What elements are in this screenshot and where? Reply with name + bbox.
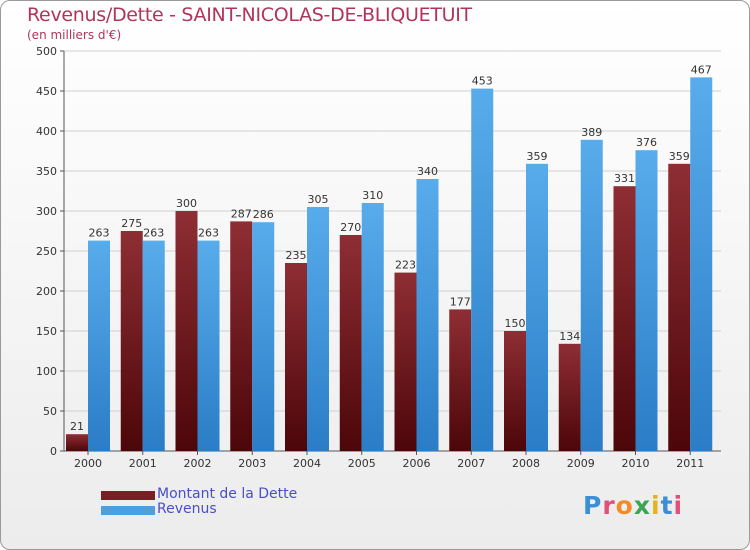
bar-revenus xyxy=(197,240,220,451)
y-tick-label: 0 xyxy=(50,445,57,458)
bar-dette xyxy=(558,343,581,451)
data-label: 359 xyxy=(527,150,548,163)
grid-lines xyxy=(64,50,721,412)
chart-title: Revenus/Dette - SAINT-NICOLAS-DE-BLIQUET… xyxy=(27,4,472,26)
x-tick-label: 2005 xyxy=(348,457,376,470)
logo-letter: i xyxy=(673,491,684,520)
bar-dette xyxy=(175,211,198,451)
data-label: 331 xyxy=(614,172,635,185)
bar-dette xyxy=(394,272,417,451)
data-label: 263 xyxy=(198,227,219,240)
y-tick-label: 150 xyxy=(36,325,57,338)
legend-swatch-revenus xyxy=(101,506,155,515)
y-tick-label: 250 xyxy=(36,245,57,258)
x-tick-label: 2010 xyxy=(622,457,650,470)
logo-letter: x xyxy=(633,491,651,520)
logo-letter: P xyxy=(583,491,603,520)
logo-letter: r xyxy=(602,491,616,520)
bar-dette xyxy=(613,186,636,451)
y-tick-label: 300 xyxy=(36,205,57,218)
bar-dette xyxy=(668,163,691,452)
legend-swatch-dette xyxy=(101,491,155,500)
x-tick-label: 2000 xyxy=(74,457,102,470)
y-tick-label: 100 xyxy=(36,365,57,378)
x-tick-label: 2004 xyxy=(293,457,321,470)
logo-letter: o xyxy=(615,491,634,520)
bar-revenus xyxy=(416,179,439,451)
bar-revenus xyxy=(361,203,384,451)
data-label: 223 xyxy=(395,259,416,272)
x-tick-label: 2001 xyxy=(129,457,157,470)
logo-letter: t xyxy=(660,491,674,520)
y-tick-label: 50 xyxy=(43,405,57,418)
data-label: 305 xyxy=(308,193,329,206)
bar-revenus xyxy=(252,222,275,451)
data-label: 389 xyxy=(581,126,602,139)
bar-dette xyxy=(230,221,253,451)
legend-label-dette: Montant de la Dette xyxy=(157,486,298,502)
bar-revenus xyxy=(471,88,494,451)
x-tick-label: 2003 xyxy=(238,457,266,470)
y-tick-label: 350 xyxy=(36,165,57,178)
bar-revenus xyxy=(580,139,603,452)
data-label: 275 xyxy=(121,217,142,230)
data-label: 286 xyxy=(253,208,274,221)
data-label: 263 xyxy=(143,227,164,240)
bar-revenus xyxy=(635,150,658,451)
x-tick-label: 2002 xyxy=(184,457,212,470)
data-label: 359 xyxy=(669,150,690,163)
data-label: 150 xyxy=(505,317,526,330)
bar-dette xyxy=(504,331,526,451)
proxiti-logo: Proxiti xyxy=(583,491,683,520)
data-label: 287 xyxy=(231,207,252,220)
x-tick-label: 2009 xyxy=(567,457,595,470)
bars xyxy=(66,77,713,452)
y-tick-label: 450 xyxy=(36,85,57,98)
bar-revenus xyxy=(88,240,110,451)
axes: 0 50 100 150 200 250 300 350 400 450 500 2000 2001 20… xyxy=(36,45,721,470)
bar-dette xyxy=(120,231,143,451)
data-label: 376 xyxy=(636,136,657,149)
legend-label-revenus: Revenus xyxy=(157,501,217,517)
bar-dette xyxy=(66,434,88,451)
data-label: 21 xyxy=(70,420,84,433)
bar-dette xyxy=(339,235,362,451)
y-tick-label: 400 xyxy=(36,125,57,138)
x-tick-label: 2007 xyxy=(457,457,485,470)
bar-revenus xyxy=(142,240,165,451)
chart-subtitle: (en milliers d'€) xyxy=(27,28,122,42)
bar-revenus xyxy=(690,77,713,452)
data-label: 300 xyxy=(176,197,197,210)
y-tick-label: 500 xyxy=(36,45,57,58)
bar-revenus xyxy=(307,207,329,451)
bar-revenus xyxy=(526,163,548,452)
data-label: 235 xyxy=(286,249,307,262)
data-label: 467 xyxy=(691,63,712,76)
bar-dette xyxy=(285,263,307,451)
data-label: 177 xyxy=(450,295,471,308)
data-label: 263 xyxy=(89,227,110,240)
data-label: 310 xyxy=(362,189,383,202)
bar-dette xyxy=(449,309,472,451)
x-tick-label: 2011 xyxy=(676,457,704,470)
data-label: 453 xyxy=(472,75,493,88)
data-label: 134 xyxy=(559,330,580,343)
data-label: 270 xyxy=(340,221,361,234)
x-tick-label: 2006 xyxy=(403,457,431,470)
y-tick-label: 200 xyxy=(36,285,57,298)
x-tick-label: 2008 xyxy=(512,457,540,470)
data-label: 340 xyxy=(417,165,438,178)
logo-letter: i xyxy=(651,491,661,520)
